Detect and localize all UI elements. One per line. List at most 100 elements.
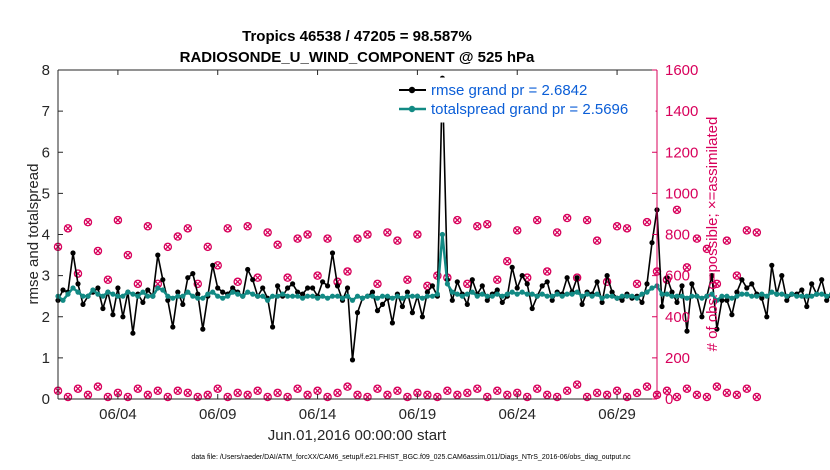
obs-point — [393, 386, 402, 396]
totalspread-point — [290, 293, 296, 299]
obs-point — [473, 384, 482, 393]
rmse-point — [80, 301, 86, 307]
totalspread-point — [300, 295, 306, 301]
obs-point — [602, 390, 612, 400]
totalspread-point — [439, 231, 445, 238]
chart-title-line2: RADIOSONDE_U_WIND_COMPONENT @ 525 hPa — [180, 49, 535, 66]
obs-point — [542, 390, 552, 400]
totalspread-point — [90, 287, 96, 293]
totalspread-point — [779, 291, 785, 297]
rmse-point — [524, 281, 530, 287]
totalspread-point — [719, 293, 725, 299]
totalspread-point — [135, 293, 141, 299]
rmse-point — [270, 324, 276, 330]
obs-point — [642, 217, 652, 227]
legend-spread-label: totalspread grand pr = 2.5696 — [431, 101, 628, 118]
totalspread-point — [664, 291, 670, 297]
obs-point — [243, 390, 252, 400]
rmse-point — [300, 291, 306, 297]
rmse-point — [180, 301, 186, 307]
obs-point — [483, 219, 492, 229]
obs-point — [632, 388, 642, 398]
y-tick-label-left: 3 — [42, 268, 50, 285]
rmse-point — [230, 285, 236, 291]
rmse-point — [200, 326, 206, 332]
obs-point — [213, 384, 222, 393]
obs-point — [722, 236, 732, 245]
rmse-point — [329, 250, 336, 256]
rmse-point — [354, 310, 361, 316]
rmse-point — [320, 279, 326, 285]
totalspread-point — [195, 295, 201, 301]
totalspread-point — [155, 285, 161, 291]
obs-point — [702, 392, 712, 402]
obs-point — [542, 267, 552, 276]
rmse-point — [739, 277, 745, 283]
rmse-point — [619, 297, 625, 303]
obs-point — [93, 382, 103, 391]
footer-note: data file: /Users/raeder/DAI/ATM_forcXX/… — [191, 454, 631, 461]
totalspread-point — [165, 293, 171, 299]
totalspread-point — [75, 289, 81, 295]
rmse-point — [764, 314, 770, 320]
rmse-point — [574, 275, 580, 281]
rmse-point — [479, 283, 485, 289]
x-tick-label: 06/09 — [199, 406, 237, 423]
rmse-point — [310, 285, 316, 291]
totalspread-point — [819, 291, 825, 297]
totalspread-point — [584, 291, 590, 297]
rmse-point — [804, 303, 810, 310]
rmse-point — [699, 314, 705, 320]
rmse-point — [220, 289, 226, 295]
rmse-point — [669, 289, 675, 295]
obs-point — [463, 388, 472, 398]
totalspread-point — [180, 293, 186, 299]
obs-point — [572, 380, 582, 389]
totalspread-point — [115, 293, 121, 299]
totalspread-point — [589, 293, 595, 299]
x-axis-label: Jun.01,2016 00:00:00 start — [268, 427, 447, 444]
totalspread-point — [95, 291, 101, 297]
obs-point — [83, 217, 93, 227]
obs-point — [393, 236, 402, 245]
obs-point — [712, 382, 722, 391]
totalspread-point — [334, 293, 341, 299]
totalspread-point — [689, 293, 695, 299]
rmse-point — [609, 289, 615, 295]
totalspread-point — [325, 295, 331, 301]
obs-point — [373, 279, 382, 289]
rmse-point — [75, 281, 81, 287]
totalspread-point — [774, 291, 780, 297]
obs-point — [173, 386, 183, 396]
totalspread-point — [729, 295, 735, 301]
totalspread-point — [444, 281, 450, 287]
totalspread-point — [539, 291, 545, 297]
y-tick-label-right: 1600 — [665, 62, 698, 79]
obs-point — [73, 384, 83, 393]
x-tick-label: 06/29 — [598, 406, 636, 423]
totalspread-point — [574, 289, 580, 295]
rmse-point — [469, 277, 475, 283]
totalspread-point — [349, 297, 356, 303]
rmse-point — [349, 357, 356, 363]
rmse-point — [809, 281, 815, 287]
obs-point — [303, 390, 312, 400]
totalspread-point — [509, 289, 515, 295]
totalspread-point — [619, 293, 625, 299]
totalspread-point — [484, 293, 490, 299]
rmse-point — [155, 252, 161, 258]
rmse-point — [165, 297, 171, 303]
totalspread-point — [265, 297, 271, 303]
y-tick-label-right: 0 — [665, 391, 673, 408]
obs-point — [552, 228, 562, 237]
rmse-point — [689, 281, 695, 287]
obs-point — [63, 224, 73, 233]
totalspread-point — [454, 291, 460, 297]
totalspread-point — [714, 297, 720, 303]
obs-point — [153, 386, 163, 396]
rmse-point — [744, 285, 750, 291]
totalspread-point — [649, 285, 655, 291]
totalspread-point — [315, 295, 321, 301]
rmse-point — [145, 287, 151, 293]
rmse-point — [449, 297, 455, 303]
